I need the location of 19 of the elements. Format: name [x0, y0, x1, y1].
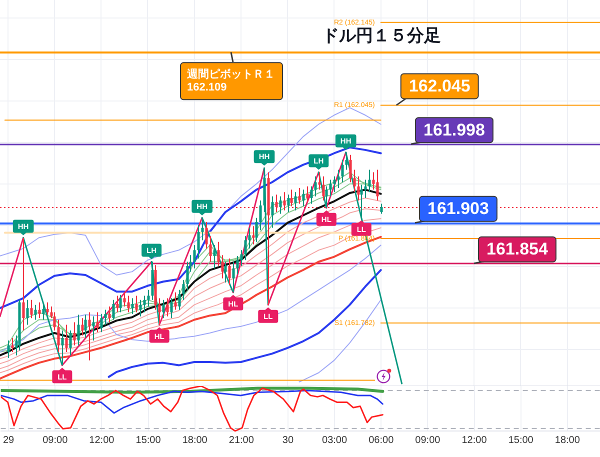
ref-line-label: 週間ピボットＲ１ 162.109: [186, 68, 275, 94]
ref-line-label: 161.998: [424, 120, 485, 140]
x-tick-label: 09:00: [42, 434, 68, 446]
x-tick-label: 18:00: [554, 434, 580, 446]
x-tick-label: 12:00: [89, 434, 115, 446]
annotation: 162.045: [408, 76, 470, 96]
x-tick-label: 18:00: [182, 434, 208, 446]
x-tick-label: 03:00: [322, 434, 348, 446]
ref-line-label: 161.854: [486, 240, 548, 259]
x-tick-label: 15:00: [508, 434, 534, 446]
x-tick-label: 06:00: [368, 434, 394, 446]
x-tick-label: 21:00: [228, 434, 254, 446]
x-tick-label: 09:00: [415, 434, 441, 446]
text: ドル円１５分足: [322, 26, 441, 45]
ref-line-label: 161.903: [428, 199, 489, 218]
x-tick-label: 29: [3, 434, 15, 446]
x-tick-label: 30: [282, 434, 294, 446]
x-tick-label: 12:00: [462, 434, 488, 446]
x-tick-label: 15:00: [136, 434, 162, 446]
